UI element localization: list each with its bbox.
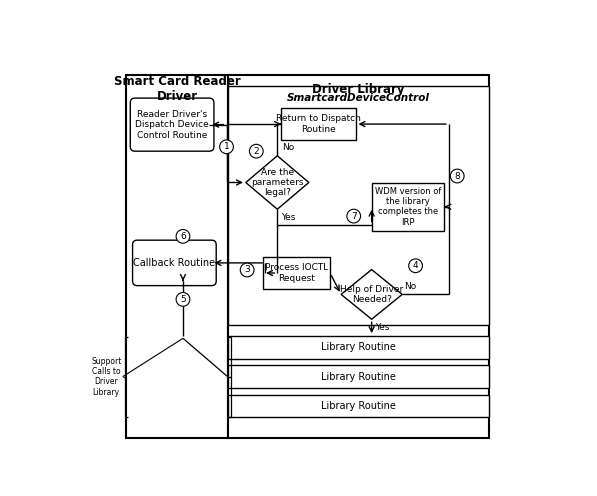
Text: Callback Routine: Callback Routine	[133, 258, 216, 268]
Text: No: No	[404, 282, 416, 291]
Text: 1: 1	[224, 142, 229, 151]
Text: Driver Library: Driver Library	[312, 83, 405, 96]
Text: Reader Driver's
Dispatch Device
Control Routine: Reader Driver's Dispatch Device Control …	[136, 110, 209, 139]
Text: Are the
parameters
legal?: Are the parameters legal?	[251, 168, 303, 197]
Bar	[227, 75, 490, 437]
Text: Process IOCTL
Request: Process IOCTL Request	[265, 263, 328, 283]
Bar	[263, 257, 330, 289]
Text: 7: 7	[351, 212, 356, 221]
Text: 2: 2	[254, 147, 259, 156]
Text: Yes: Yes	[376, 323, 390, 332]
FancyBboxPatch shape	[133, 240, 216, 286]
Text: 3: 3	[244, 265, 250, 274]
Circle shape	[250, 144, 263, 158]
Circle shape	[409, 259, 423, 273]
FancyBboxPatch shape	[130, 98, 214, 151]
Text: 8: 8	[454, 172, 460, 181]
Bar	[227, 86, 490, 325]
Text: 4: 4	[413, 261, 418, 270]
Bar	[227, 336, 490, 359]
Text: SmartcardDeviceControl: SmartcardDeviceControl	[287, 93, 430, 103]
Bar	[372, 183, 444, 231]
Text: WDM version of
the library
completes the
IRP: WDM version of the library completes the…	[375, 186, 441, 227]
Circle shape	[176, 293, 190, 306]
Polygon shape	[341, 270, 402, 319]
Circle shape	[220, 140, 233, 154]
Bar	[281, 109, 356, 140]
Text: 5: 5	[180, 295, 186, 304]
Bar	[227, 366, 490, 387]
Text: Return to Dispatch
Routine: Return to Dispatch Routine	[276, 115, 361, 134]
Text: Support
Calls to
Driver
Library: Support Calls to Driver Library	[91, 357, 122, 397]
Bar	[227, 395, 490, 417]
Text: Yes: Yes	[281, 213, 296, 222]
Text: Library Routine: Library Routine	[321, 372, 396, 381]
Text: No: No	[282, 143, 294, 152]
Polygon shape	[246, 156, 309, 209]
Bar	[127, 75, 227, 437]
Circle shape	[450, 169, 464, 183]
Text: Library Routine: Library Routine	[321, 401, 396, 411]
Text: Help of Driver
Needed?: Help of Driver Needed?	[340, 285, 404, 304]
Circle shape	[347, 209, 361, 223]
Text: Smart Card Reader
Driver: Smart Card Reader Driver	[113, 75, 241, 103]
Circle shape	[240, 263, 254, 277]
Text: Library Routine: Library Routine	[321, 342, 396, 353]
Circle shape	[176, 230, 190, 243]
Text: 6: 6	[180, 232, 186, 241]
